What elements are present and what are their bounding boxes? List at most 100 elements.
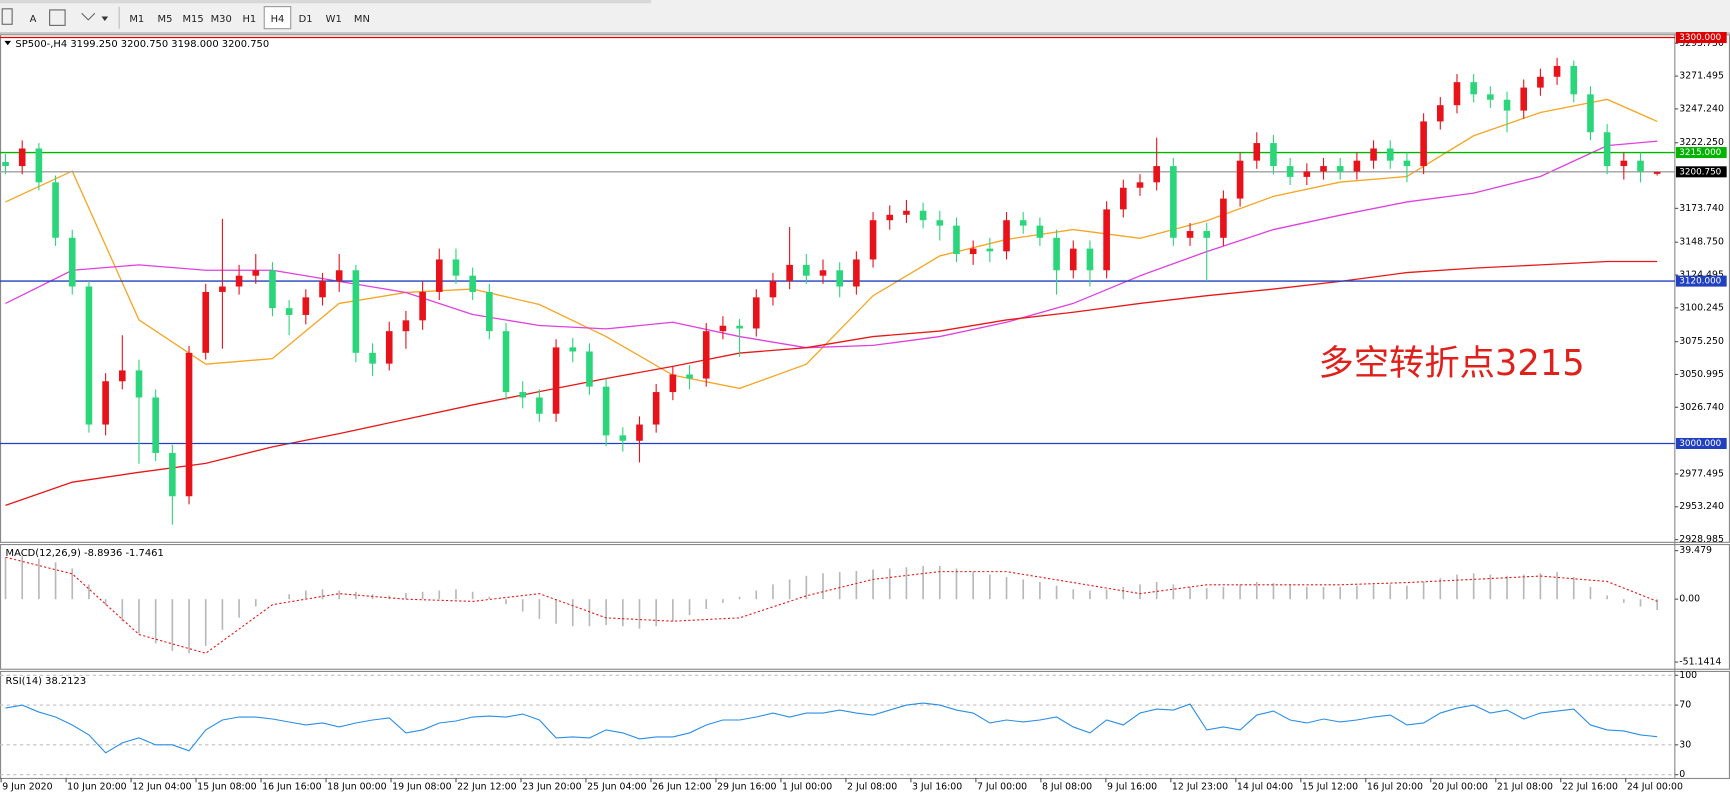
candle-body	[1136, 182, 1144, 188]
candle-body	[1170, 166, 1177, 238]
timeframe-button[interactable]: M5	[158, 14, 173, 25]
candle-body	[419, 291, 426, 321]
y-tick-label: 70	[1679, 700, 1691, 711]
candle-body	[435, 259, 443, 292]
y-tick-label: 3271.495	[1679, 71, 1724, 82]
candle-body	[252, 270, 260, 276]
candle-body	[1520, 87, 1528, 111]
x-tick-label: 26 Jun 12:00	[652, 781, 711, 792]
x-tick-label: 15 Jul 12:00	[1302, 781, 1358, 792]
candle-body	[602, 386, 610, 436]
annotation: 多空转折点3215	[1318, 343, 1584, 384]
rsi-line	[5, 702, 1658, 754]
candle-body	[1220, 198, 1227, 238]
x-tick-label: 12 Jul 23:00	[1172, 781, 1228, 792]
x-tick-label: 18 Jun 00:00	[327, 781, 386, 792]
candle-body	[719, 325, 727, 332]
timeframe-button[interactable]: M1	[129, 14, 144, 25]
candle-body	[185, 352, 193, 497]
timeframe-button[interactable]: D1	[299, 14, 313, 25]
tool-icon[interactable]	[81, 12, 96, 21]
timeframe-button[interactable]: M30	[211, 14, 232, 25]
candle-body	[652, 392, 660, 425]
y-tick-label: 0	[1679, 769, 1685, 780]
candle-body	[919, 210, 927, 221]
y-tick-label: 3222.250	[1679, 137, 1724, 148]
candle-body	[1086, 248, 1094, 271]
drawing-tools[interactable]	[1, 6, 120, 29]
x-tick-label: 25 Jun 04:00	[587, 781, 646, 792]
y-tick-label: 30	[1679, 739, 1691, 750]
candle-body	[953, 225, 960, 255]
candle-body	[1303, 171, 1311, 177]
candle-body	[819, 270, 827, 276]
x-tick-label: 22 Jun 12:00	[457, 781, 516, 792]
timeframe-button[interactable]: H4	[271, 14, 285, 25]
x-tick-label: 20 Jul 00:00	[1432, 781, 1488, 792]
macd-pane-frame	[0, 544, 1730, 670]
candle-body	[1119, 187, 1127, 210]
level-label: 3200.750	[1679, 167, 1721, 177]
level-label: 3120.000	[1679, 277, 1721, 287]
y-tick-label: 2928.985	[1679, 534, 1724, 545]
timeframe-button[interactable]: H1	[242, 14, 256, 25]
dropdown-icon[interactable]	[101, 16, 109, 21]
candle-body	[152, 397, 159, 453]
macd-title: MACD(12,26,9) -8.8936 -1.7461	[6, 548, 164, 559]
active-button[interactable]	[263, 6, 292, 30]
x-tick-label: 24 Jul 00:00	[1627, 781, 1683, 792]
candle-body	[486, 291, 493, 332]
x-tick-label: 23 Jun 20:00	[522, 781, 581, 792]
candle-body	[586, 351, 593, 387]
tool-icon[interactable]	[49, 9, 66, 26]
x-tick-label: 7 Jul 00:00	[977, 781, 1027, 792]
candle-body	[1470, 82, 1477, 95]
candle-body	[869, 220, 877, 260]
x-tick-label: 21 Jul 08:00	[1497, 781, 1553, 792]
candle-body	[118, 370, 126, 382]
x-tick-label: 16 Jun 16:00	[262, 781, 321, 792]
candle-body	[1436, 105, 1444, 122]
candle-body	[52, 182, 59, 238]
tool-icon[interactable]	[1, 8, 13, 25]
y-tick-label: 3295.750	[1679, 38, 1724, 49]
candle-body	[569, 347, 577, 352]
candle-body	[352, 270, 360, 353]
candle-body	[1036, 225, 1044, 238]
candle-body	[1270, 143, 1277, 167]
rsi-title: RSI(14) 38.2123	[6, 676, 87, 687]
candle-body	[1186, 231, 1194, 238]
candle-body	[1320, 166, 1327, 172]
x-tick-label: 10 Jun 20:00	[67, 781, 126, 792]
candle-body	[702, 331, 710, 379]
text-tool[interactable]: A	[30, 14, 37, 25]
candle-body	[402, 320, 410, 332]
candle-body	[1420, 121, 1427, 167]
candle-body	[786, 264, 793, 282]
rsi-pane-frame	[0, 670, 1730, 780]
candle-body	[1403, 160, 1411, 167]
candle-body	[1537, 76, 1544, 88]
level-label-box	[1675, 275, 1727, 287]
level-label-box	[1675, 32, 1727, 44]
toolbar-strip	[0, 0, 651, 4]
candle-body	[1236, 160, 1244, 199]
x-tick-label: 14 Jul 04:00	[1237, 781, 1293, 792]
x-tick-label: 19 Jun 08:00	[392, 781, 451, 792]
timeframe-button[interactable]: M15	[182, 14, 203, 25]
candle-body	[552, 347, 560, 414]
level-label-box	[1675, 147, 1727, 159]
candle-body	[469, 275, 476, 292]
candle-body	[686, 374, 693, 379]
moving-average	[5, 140, 1658, 349]
timeframe-button[interactable]: MN	[354, 14, 370, 25]
candle-body	[986, 248, 994, 252]
candle-body	[202, 291, 210, 353]
candle-body	[68, 237, 76, 287]
candle-body	[319, 281, 326, 298]
timeframe-button[interactable]: W1	[326, 14, 342, 25]
x-tick-label: 16 Jul 20:00	[1367, 781, 1423, 792]
y-tick-label: 39.479	[1679, 545, 1712, 556]
candle-body	[369, 352, 376, 364]
